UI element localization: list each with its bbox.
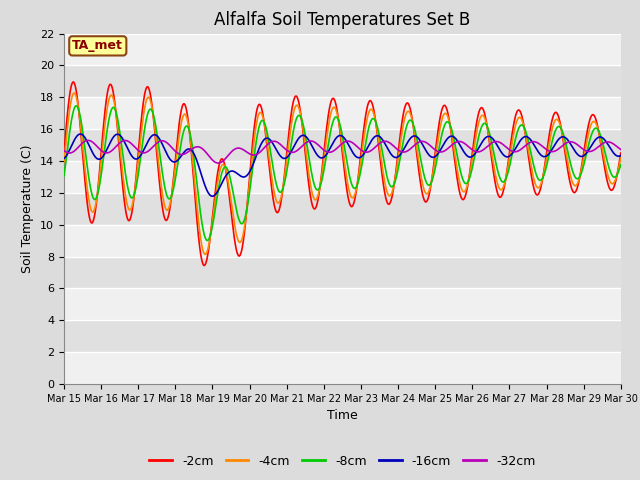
Line: -4cm: -4cm <box>64 93 621 254</box>
-8cm <box>308 175 316 180</box>
Bar <box>64 352 621 384</box>
-2cm <box>60 150 68 156</box>
-2cm <box>308 203 316 209</box>
-4cm <box>104 104 111 109</box>
Bar <box>64 225 621 257</box>
-2cm <box>70 79 77 85</box>
-8cm <box>378 145 385 151</box>
-32cm <box>126 140 134 145</box>
-8cm <box>297 115 305 120</box>
-2cm <box>200 263 208 268</box>
-4cm <box>319 167 326 173</box>
-16cm <box>60 156 68 161</box>
-16cm <box>319 155 326 161</box>
-2cm <box>319 162 326 168</box>
Line: -8cm: -8cm <box>64 106 621 240</box>
Line: -16cm: -16cm <box>64 134 621 196</box>
-4cm <box>617 155 625 160</box>
-32cm <box>214 160 222 166</box>
-2cm <box>297 112 305 118</box>
-32cm <box>60 148 68 154</box>
-32cm <box>104 150 111 156</box>
-4cm <box>126 207 134 213</box>
-32cm <box>617 147 625 153</box>
Bar <box>64 193 621 225</box>
-16cm <box>209 193 216 199</box>
-32cm <box>297 144 305 150</box>
Line: -2cm: -2cm <box>64 82 621 265</box>
-16cm <box>77 131 84 137</box>
-8cm <box>60 173 68 179</box>
-4cm <box>70 90 78 96</box>
Bar <box>64 129 621 161</box>
-8cm <box>204 238 211 243</box>
Line: -32cm: -32cm <box>64 140 621 163</box>
-4cm <box>308 192 316 197</box>
Legend: -2cm, -4cm, -8cm, -16cm, -32cm: -2cm, -4cm, -8cm, -16cm, -32cm <box>145 450 540 473</box>
-16cm <box>104 145 111 151</box>
-8cm <box>126 193 134 199</box>
-8cm <box>319 174 326 180</box>
Bar <box>64 161 621 193</box>
-2cm <box>378 168 385 174</box>
-4cm <box>202 252 209 257</box>
-16cm <box>378 135 385 141</box>
-2cm <box>617 150 625 156</box>
Text: TA_met: TA_met <box>72 39 124 52</box>
-32cm <box>319 146 326 152</box>
-32cm <box>84 137 92 143</box>
-32cm <box>308 138 316 144</box>
Bar <box>64 97 621 129</box>
-4cm <box>297 114 305 120</box>
-8cm <box>104 125 111 131</box>
-2cm <box>126 216 134 222</box>
-32cm <box>378 139 385 145</box>
Bar <box>64 65 621 97</box>
-2cm <box>104 90 111 96</box>
-16cm <box>617 153 625 158</box>
-16cm <box>297 133 305 139</box>
Title: Alfalfa Soil Temperatures Set B: Alfalfa Soil Temperatures Set B <box>214 11 470 29</box>
-4cm <box>378 159 385 165</box>
-4cm <box>60 159 68 165</box>
X-axis label: Time: Time <box>327 409 358 422</box>
-8cm <box>72 103 80 108</box>
-16cm <box>126 150 134 156</box>
-16cm <box>308 144 316 150</box>
Bar <box>64 320 621 352</box>
Bar <box>64 257 621 288</box>
Bar <box>64 34 621 65</box>
Y-axis label: Soil Temperature (C): Soil Temperature (C) <box>22 144 35 273</box>
Bar <box>64 288 621 320</box>
-8cm <box>617 162 625 168</box>
